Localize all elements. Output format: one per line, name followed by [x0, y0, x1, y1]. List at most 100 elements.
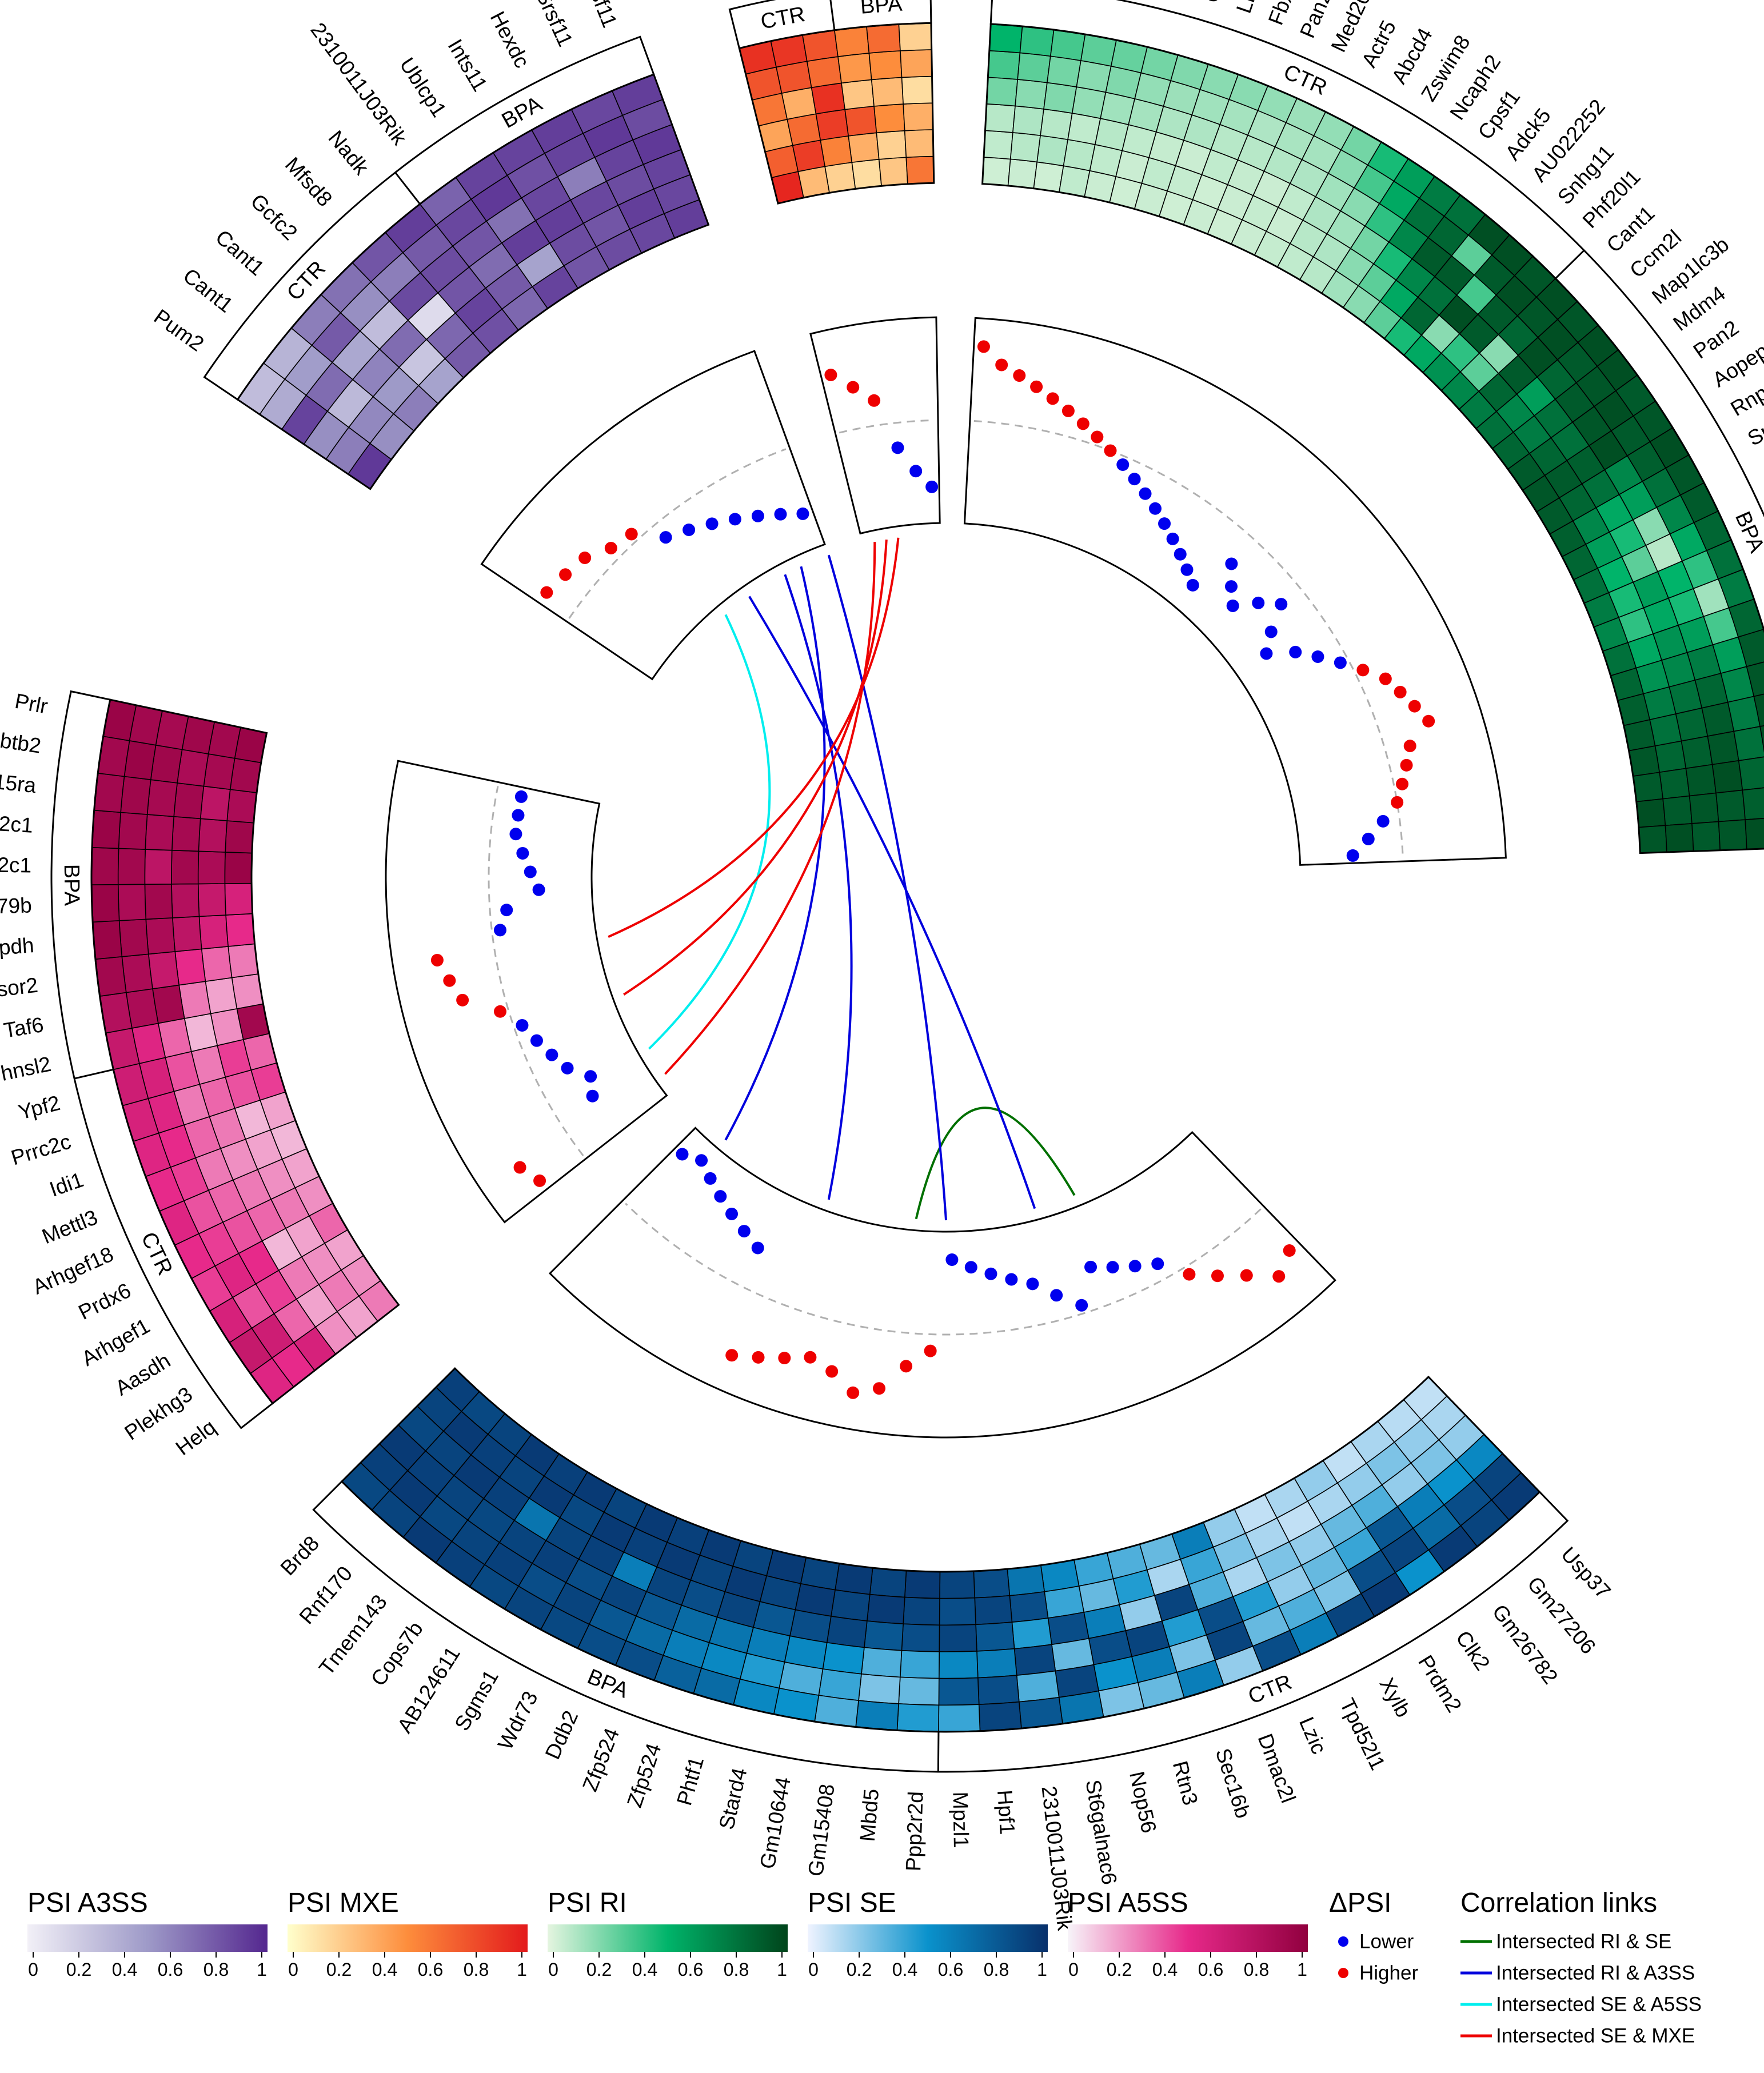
dpsi-point-higher: [533, 1174, 546, 1187]
legend-tick-label: 0.8: [203, 1959, 229, 1980]
legend-scale-title: PSI RI: [548, 1888, 627, 1918]
heatmap-cell-a5ss: [95, 956, 127, 997]
dpsi-point-lower: [945, 1253, 959, 1267]
dpsi-zero-line: [973, 420, 1404, 858]
heatmap-cell-ri: [1738, 756, 1764, 791]
link-ri-a3ss: [748, 596, 1036, 1209]
heatmap-cell-a5ss: [118, 812, 148, 850]
gene-label: Ublcp1: [395, 53, 451, 121]
legend-tick-label: 0: [28, 1959, 38, 1980]
dpsi-zero-line: [488, 786, 584, 1156]
dpsi-point-higher: [1356, 664, 1370, 677]
dpsi-point-lower: [1334, 656, 1347, 669]
dpsi-point-lower: [1128, 473, 1141, 486]
legend-tick-label: 0.6: [418, 1959, 443, 1980]
dpsi-point-higher: [1422, 714, 1435, 728]
heatmap-cell-a5ss: [224, 852, 253, 884]
group-label: BPA: [59, 864, 84, 906]
heatmap-cell-a5ss: [144, 884, 173, 920]
dpsi-point-lower: [532, 883, 545, 896]
heatmap-cell-se: [978, 1701, 1022, 1732]
heatmap-cell-mxe: [815, 109, 849, 141]
dpsi-point-lower: [964, 1261, 977, 1274]
dpsi-point-higher: [1400, 758, 1413, 772]
gene-label: Hpf1: [993, 1789, 1019, 1835]
group-divider: [394, 171, 421, 205]
heatmap-cell-a5ss: [201, 946, 233, 982]
dpsi-track-border: [548, 1127, 1336, 1439]
heatmap-cell-se: [974, 1595, 1013, 1625]
heatmap-cell-se: [939, 1624, 977, 1652]
dpsi-point-higher: [494, 1005, 507, 1018]
dpsi-point-lower: [1116, 458, 1130, 471]
dpsi-point-lower: [1106, 1261, 1119, 1274]
dpsi-point-lower: [530, 1034, 543, 1047]
heatmap-cell-mxe: [837, 53, 872, 84]
heatmap-cell-se: [864, 1620, 904, 1651]
dpsi-point-lower: [1311, 650, 1324, 663]
heatmap-cell-a5ss: [91, 809, 121, 849]
link-ri-se: [915, 1107, 1076, 1220]
dpsi-point-higher: [868, 394, 881, 407]
dpsi-point-lower: [524, 865, 537, 878]
heatmap-cell-a5ss: [145, 917, 176, 955]
legend-dpsi-title: ΔPSI: [1329, 1888, 1391, 1918]
heatmap-cell-a5ss: [144, 849, 173, 885]
heatmap-cell-ri: [1681, 736, 1713, 769]
dpsi-point-higher: [1379, 672, 1392, 685]
legend-link-label: Intersected RI & SE: [1496, 1931, 1671, 1953]
gene-label: Cant1: [179, 263, 238, 317]
dpsi-point-lower: [683, 523, 696, 536]
group-band: [203, 35, 655, 401]
heatmap-cell-ri: [1715, 789, 1746, 822]
delta-psi-track: [385, 316, 1507, 1439]
legend-links-title: Correlation links: [1460, 1888, 1657, 1918]
heatmap-cell-a5ss: [171, 849, 199, 885]
legend-tick-label: 1: [1297, 1959, 1307, 1980]
dpsi-point-higher: [1272, 1270, 1286, 1283]
heatmap-cell-a5ss: [147, 950, 180, 989]
heatmap-cell-se: [899, 1649, 940, 1679]
dpsi-point-higher: [456, 993, 469, 1006]
heatmap-cell-ri: [1707, 730, 1739, 765]
dpsi-point-lower: [1346, 849, 1359, 862]
heatmap-cell-mxe: [878, 157, 908, 187]
dpsi-track-border: [963, 317, 1507, 866]
gene-label: Ppp2r2d: [901, 1791, 928, 1871]
link-area: [603, 534, 1289, 1220]
group-label: BPA: [860, 0, 904, 19]
heatmap-cell-a5ss: [225, 820, 254, 854]
legend-gradient-bar: [808, 1924, 1048, 1952]
dpsi-point-higher: [625, 528, 638, 541]
dpsi-zero-line: [625, 1203, 1262, 1336]
dpsi-point-lower: [728, 513, 741, 526]
dpsi-point-lower: [516, 1018, 529, 1032]
gene-label: Dmac2l: [1253, 1731, 1300, 1806]
dpsi-point-higher: [1104, 444, 1117, 457]
gene-label: Nop56: [1125, 1770, 1161, 1835]
dpsi-point-higher: [1030, 380, 1043, 393]
dpsi-point-higher: [1283, 1244, 1296, 1257]
legend-tick-label: 0.6: [158, 1959, 183, 1980]
dpsi-point-higher: [1396, 777, 1409, 790]
heatmap-cell-a5ss: [118, 918, 149, 957]
legend-tick-label: 0.8: [464, 1959, 489, 1980]
legend-link-label: Intersected SE & A5SS: [1496, 1994, 1702, 2016]
heatmap-cell-mxe: [824, 162, 856, 194]
gene-label: Nadk: [324, 126, 374, 179]
legend-tick-label: 0: [808, 1959, 819, 1980]
legend-tick-label: 0.2: [847, 1959, 872, 1980]
heatmap-cell-se: [939, 1597, 976, 1626]
legend-tick-label: 1: [1037, 1959, 1047, 1980]
dpsi-point-higher: [1183, 1268, 1196, 1281]
heatmap-cell-mxe: [904, 129, 934, 158]
dpsi-point-higher: [540, 586, 553, 599]
gene-label: Il15ra: [0, 769, 38, 797]
legend-tick-label: 1: [517, 1959, 527, 1980]
gene-label: Rcbtb2: [0, 725, 42, 757]
dpsi-point-lower: [1260, 647, 1273, 660]
gene-label: Prdx6: [75, 1279, 135, 1324]
dpsi-point-higher: [1403, 740, 1416, 753]
heatmap-cell-ri: [1043, 82, 1077, 114]
heatmap-cell-ri: [986, 77, 1019, 107]
